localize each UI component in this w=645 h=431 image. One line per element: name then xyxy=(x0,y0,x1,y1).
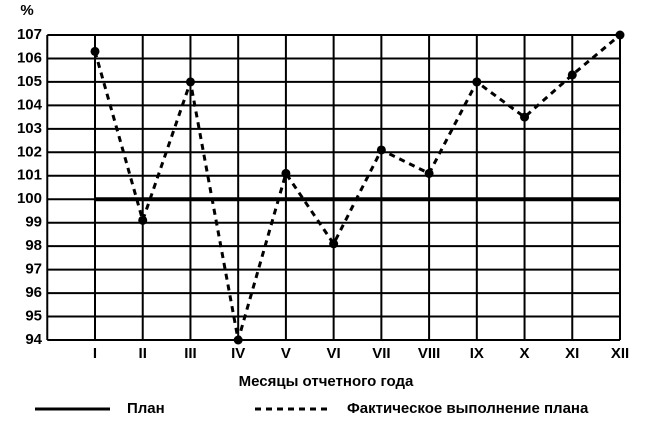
y-tick-label: 102 xyxy=(17,143,42,160)
y-tick-label: 95 xyxy=(25,308,42,325)
point xyxy=(567,70,577,80)
point xyxy=(615,30,625,40)
y-tick-label: 99 xyxy=(25,214,42,231)
x-tick-label: IX xyxy=(470,345,484,362)
point xyxy=(329,239,339,249)
x-tick-label: III xyxy=(184,345,197,362)
x-tick-label: V xyxy=(281,345,291,362)
y-tick-label: 101 xyxy=(17,167,42,184)
legend-label: План xyxy=(127,400,165,417)
point xyxy=(520,112,530,122)
x-tick-label: XI xyxy=(565,345,579,362)
x-tick-label: VII xyxy=(372,345,390,362)
point xyxy=(90,46,100,56)
y-tick-label: 107 xyxy=(17,26,42,43)
x-axis-label: Месяцы отчетного года xyxy=(239,373,414,390)
x-tick-label: X xyxy=(520,345,530,362)
x-tick-label: VI xyxy=(327,345,341,362)
point xyxy=(281,168,291,178)
x-tick-label: IV xyxy=(231,345,245,362)
point xyxy=(376,145,386,155)
y-axis-label: % xyxy=(20,2,33,19)
y-tick-label: 97 xyxy=(25,261,42,278)
y-tick-label: 105 xyxy=(17,73,42,90)
point xyxy=(138,215,148,225)
y-tick-label: 104 xyxy=(17,96,43,113)
y-tick-label: 103 xyxy=(17,120,42,137)
point xyxy=(185,77,195,87)
point xyxy=(233,335,243,345)
point xyxy=(424,168,434,178)
x-tick-label: II xyxy=(139,345,147,362)
x-tick-label: VIII xyxy=(418,345,441,362)
y-tick-label: 96 xyxy=(25,284,42,301)
y-tick-label: 100 xyxy=(17,190,42,207)
x-tick-label: I xyxy=(93,345,97,362)
point xyxy=(472,77,482,87)
x-tick-label: XII xyxy=(611,345,629,362)
y-tick-label: 94 xyxy=(25,331,42,348)
y-tick-label: 106 xyxy=(17,49,42,66)
line-dashed xyxy=(93,33,621,341)
legend-label: Фактическое выполнение плана xyxy=(347,400,589,417)
y-tick-label: 98 xyxy=(25,237,42,254)
